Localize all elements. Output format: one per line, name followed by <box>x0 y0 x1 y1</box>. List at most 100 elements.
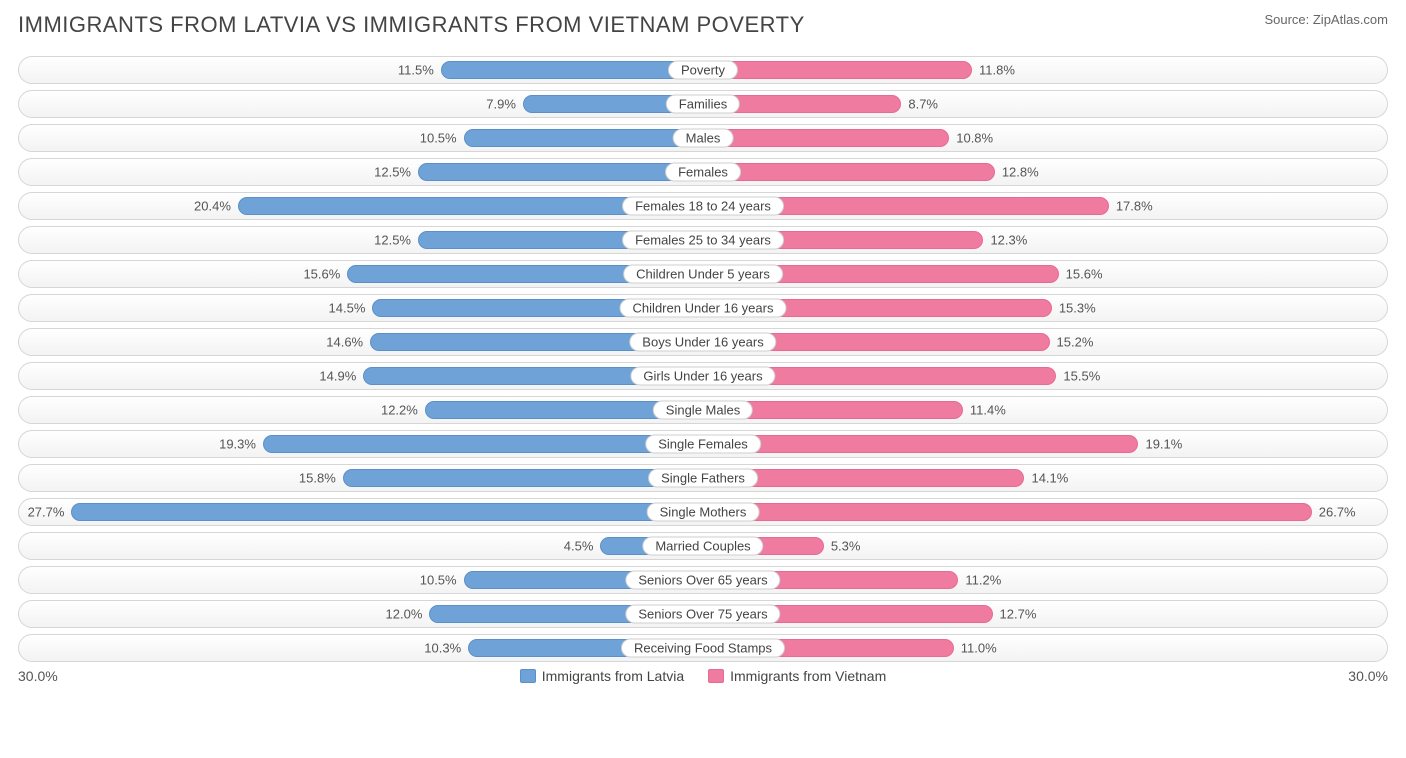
value-label-right: 12.7% <box>1000 607 1037 622</box>
chart-row: 20.4% 17.8% Females 18 to 24 years <box>18 192 1388 220</box>
category-label: Children Under 16 years <box>620 299 787 318</box>
row-right-half: 5.3% <box>703 533 1387 559</box>
value-label-right: 17.8% <box>1116 199 1153 214</box>
bar-right: 12.8% <box>703 163 995 181</box>
category-label: Single Females <box>645 435 761 454</box>
row-right-half: 8.7% <box>703 91 1387 117</box>
legend-label-right: Immigrants from Vietnam <box>730 668 886 684</box>
value-label-left: 12.5% <box>374 233 411 248</box>
row-right-half: 14.1% <box>703 465 1387 491</box>
value-label-right: 12.8% <box>1002 165 1039 180</box>
row-left-half: 11.5% <box>19 57 703 83</box>
page-title: IMMIGRANTS FROM LATVIA VS IMMIGRANTS FRO… <box>18 12 805 38</box>
value-label-left: 15.8% <box>299 471 336 486</box>
source-name: ZipAtlas.com <box>1313 12 1388 27</box>
value-label-right: 15.5% <box>1063 369 1100 384</box>
row-right-half: 15.6% <box>703 261 1387 287</box>
value-label-right: 8.7% <box>908 97 938 112</box>
bar-left: 19.3% <box>263 435 703 453</box>
value-label-left: 12.2% <box>381 403 418 418</box>
row-left-half: 12.2% <box>19 397 703 423</box>
value-label-left: 12.5% <box>374 165 411 180</box>
row-right-half: 15.2% <box>703 329 1387 355</box>
row-left-half: 10.5% <box>19 125 703 151</box>
row-right-half: 15.3% <box>703 295 1387 321</box>
chart-row: 10.5% 11.2% Seniors Over 65 years <box>18 566 1388 594</box>
value-label-right: 10.8% <box>956 131 993 146</box>
row-left-half: 15.8% <box>19 465 703 491</box>
row-left-half: 20.4% <box>19 193 703 219</box>
value-label-right: 15.6% <box>1066 267 1103 282</box>
row-left-half: 10.5% <box>19 567 703 593</box>
chart-row: 12.0% 12.7% Seniors Over 75 years <box>18 600 1388 628</box>
row-right-half: 12.8% <box>703 159 1387 185</box>
bar-right: 26.7% <box>703 503 1312 521</box>
legend-item-left: Immigrants from Latvia <box>520 668 684 684</box>
row-right-half: 11.4% <box>703 397 1387 423</box>
bar-left: 27.7% <box>71 503 703 521</box>
value-label-right: 19.1% <box>1145 437 1182 452</box>
chart-row: 10.3%11.0%Receiving Food Stamps <box>18 634 1388 662</box>
category-label: Seniors Over 75 years <box>625 605 780 624</box>
row-right-half: 19.1% <box>703 431 1387 457</box>
chart-row: 4.5% 5.3% Married Couples <box>18 532 1388 560</box>
row-left-half: 19.3% <box>19 431 703 457</box>
bar-right: 19.1% <box>703 435 1138 453</box>
category-label: Females 25 to 34 years <box>622 231 784 250</box>
chart-row: 12.2%11.4%Single Males <box>18 396 1388 424</box>
category-label: Receiving Food Stamps <box>621 639 785 658</box>
header: IMMIGRANTS FROM LATVIA VS IMMIGRANTS FRO… <box>18 12 1388 38</box>
axis-row: 30.0% Immigrants from Latvia Immigrants … <box>18 668 1388 684</box>
category-label: Married Couples <box>642 537 763 556</box>
value-label-left: 15.6% <box>303 267 340 282</box>
value-label-left: 7.9% <box>486 97 516 112</box>
row-left-half: 4.5% <box>19 533 703 559</box>
legend-swatch-left <box>520 669 536 683</box>
value-label-right: 14.1% <box>1031 471 1068 486</box>
value-label-right: 12.3% <box>990 233 1027 248</box>
value-label-right: 26.7% <box>1319 505 1356 520</box>
value-label-left: 10.5% <box>420 131 457 146</box>
chart-row: 15.6%15.6%Children Under 5 years <box>18 260 1388 288</box>
row-left-half: 27.7% <box>19 499 703 525</box>
value-label-left: 20.4% <box>194 199 231 214</box>
category-label: Poverty <box>668 61 738 80</box>
legend: Immigrants from Latvia Immigrants from V… <box>520 668 887 684</box>
category-label: Seniors Over 65 years <box>625 571 780 590</box>
row-right-half: 11.0% <box>703 635 1387 661</box>
value-label-left: 10.5% <box>420 573 457 588</box>
row-left-half: 15.6% <box>19 261 703 287</box>
legend-swatch-right <box>708 669 724 683</box>
bar-right: 11.8% <box>703 61 972 79</box>
value-label-left: 11.5% <box>398 63 434 78</box>
row-right-half: 11.2% <box>703 567 1387 593</box>
value-label-right: 15.3% <box>1059 301 1096 316</box>
chart-row: 14.6%15.2%Boys Under 16 years <box>18 328 1388 356</box>
row-left-half: 14.5% <box>19 295 703 321</box>
value-label-left: 14.5% <box>329 301 366 316</box>
value-label-left: 27.7% <box>28 505 65 520</box>
row-right-half: 12.3% <box>703 227 1387 253</box>
category-label: Single Fathers <box>648 469 758 488</box>
diverging-bar-chart: 11.5%11.8%Poverty7.9%8.7%Families10.5%10… <box>18 56 1388 662</box>
category-label: Single Mothers <box>647 503 760 522</box>
value-label-right: 11.2% <box>965 573 1001 588</box>
value-label-right: 5.3% <box>831 539 861 554</box>
category-label: Families <box>666 95 740 114</box>
source-attribution: Source: ZipAtlas.com <box>1264 12 1388 27</box>
row-right-half: 26.7% <box>703 499 1387 525</box>
category-label: Boys Under 16 years <box>629 333 776 352</box>
row-left-half: 10.3% <box>19 635 703 661</box>
legend-item-right: Immigrants from Vietnam <box>708 668 886 684</box>
category-label: Females 18 to 24 years <box>622 197 784 216</box>
chart-row: 27.7%26.7%Single Mothers <box>18 498 1388 526</box>
bar-right: 10.8% <box>703 129 949 147</box>
row-left-half: 12.0% <box>19 601 703 627</box>
row-left-half: 12.5% <box>19 159 703 185</box>
row-right-half: 17.8% <box>703 193 1387 219</box>
row-right-half: 12.7% <box>703 601 1387 627</box>
value-label-left: 14.9% <box>319 369 356 384</box>
category-label: Girls Under 16 years <box>630 367 775 386</box>
row-left-half: 12.5% <box>19 227 703 253</box>
bar-left: 10.5% <box>464 129 703 147</box>
